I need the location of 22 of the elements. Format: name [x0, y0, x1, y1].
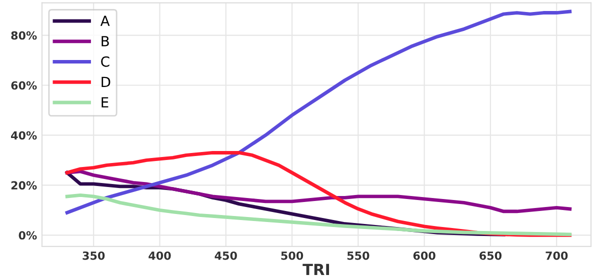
x-tick-label: 600	[413, 251, 436, 260]
x-tick-label: 700	[546, 251, 568, 260]
legend-label: D	[102, 76, 110, 88]
legend-label: E	[102, 97, 108, 108]
x-tick-label: 450	[214, 251, 237, 260]
y-tick-label: 60%	[11, 81, 37, 90]
line-series	[65, 170, 572, 214]
x-axis-title: TRI	[302, 264, 330, 276]
x-tick-label: 650	[480, 251, 502, 260]
legend-label: C	[101, 56, 110, 67]
x-tick-label: 400	[148, 251, 171, 260]
line-series	[65, 10, 572, 214]
y-tick-label: 80%	[11, 31, 37, 40]
legend-label: B	[102, 36, 109, 46]
y-tick-label: 20%	[11, 181, 37, 190]
x-tick-label: 550	[347, 251, 370, 260]
y-tick-label: 40%	[11, 131, 37, 140]
x-tick-label: 350	[82, 251, 105, 260]
x-tick-label: 500	[281, 251, 304, 260]
line-series	[65, 193, 572, 236]
y-tick-label: 0%	[18, 231, 37, 240]
legend-label: A	[100, 16, 110, 26]
